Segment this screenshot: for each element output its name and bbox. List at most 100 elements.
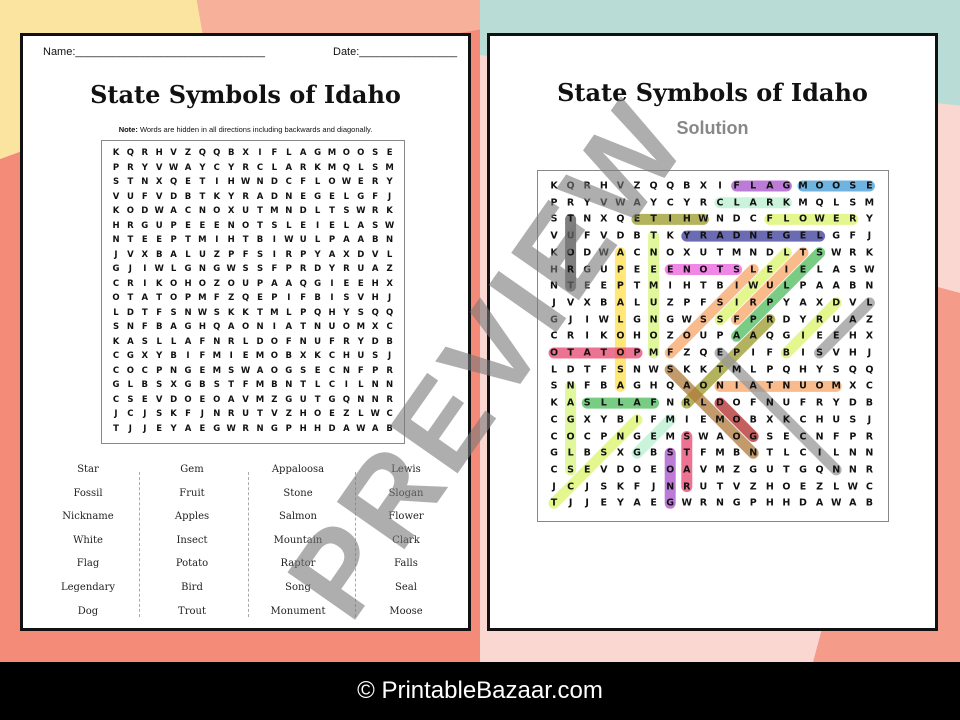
grid-letter: H bbox=[371, 278, 379, 289]
grid-letter: W bbox=[598, 247, 610, 259]
grid-letter: N bbox=[386, 380, 394, 390]
grid-letter: Z bbox=[343, 409, 350, 419]
grid-letter: P bbox=[170, 235, 177, 245]
grid-letter: M bbox=[212, 351, 222, 361]
grid-letter: E bbox=[783, 431, 790, 442]
grid-letter: Q bbox=[765, 330, 774, 342]
grid-letter: L bbox=[170, 336, 177, 347]
word-list-item: Flag bbox=[76, 558, 100, 570]
grid-letter: N bbox=[170, 365, 178, 376]
grid-letter: B bbox=[271, 380, 278, 390]
grid-letter: C bbox=[666, 197, 674, 209]
grid-letter: H bbox=[328, 307, 336, 318]
grid-letter: S bbox=[816, 247, 824, 259]
grid-letter: L bbox=[816, 264, 823, 275]
grid-letter: E bbox=[633, 213, 641, 225]
grid-letter: L bbox=[633, 297, 641, 309]
grid-letter: W bbox=[598, 314, 610, 326]
grid-letter: G bbox=[141, 220, 149, 231]
grid-letter: J bbox=[128, 423, 132, 434]
grid-letter: F bbox=[583, 380, 591, 392]
grid-letter: O bbox=[566, 431, 575, 442]
grid-letter: F bbox=[766, 213, 774, 225]
grid-letter: D bbox=[256, 336, 264, 347]
grid-letter: N bbox=[256, 177, 264, 187]
grid-letter: W bbox=[681, 497, 693, 509]
grid-letter: P bbox=[300, 249, 307, 260]
grid-letter: N bbox=[765, 397, 774, 409]
grid-letter: J bbox=[867, 347, 872, 359]
grid-letter: L bbox=[185, 249, 191, 260]
grid-letter: H bbox=[649, 380, 658, 392]
grid-letter: S bbox=[600, 481, 608, 493]
grid-letter: B bbox=[649, 447, 658, 459]
word-list-item: Slogan bbox=[388, 487, 424, 499]
grid-letter: I bbox=[801, 347, 805, 359]
date-field-label: Date:________________ bbox=[333, 46, 458, 58]
grid-letter: A bbox=[256, 191, 264, 202]
grid-letter: K bbox=[782, 414, 791, 426]
grid-letter: V bbox=[155, 191, 163, 202]
grid-letter: E bbox=[156, 235, 163, 245]
grid-letter: U bbox=[699, 481, 708, 493]
word-list-item: Raptor bbox=[280, 558, 316, 570]
grid-letter: J bbox=[143, 423, 147, 434]
grid-letter: L bbox=[617, 397, 624, 409]
grid-letter: U bbox=[566, 230, 575, 242]
grid-letter: R bbox=[343, 264, 350, 274]
highlight-dog bbox=[714, 397, 759, 442]
grid-letter: C bbox=[112, 365, 120, 376]
grid-letter: Y bbox=[865, 213, 873, 225]
grid-letter: Y bbox=[799, 314, 807, 326]
grid-letter: R bbox=[299, 162, 307, 173]
grid-letter: B bbox=[371, 235, 379, 245]
grid-letter: W bbox=[698, 213, 709, 225]
grid-letter: O bbox=[549, 347, 559, 359]
grid-letter: G bbox=[566, 414, 575, 426]
grid-letter: I bbox=[344, 380, 348, 390]
grid-letter: M bbox=[198, 235, 207, 245]
grid-letter: T bbox=[257, 206, 263, 216]
grid-letter: J bbox=[388, 191, 392, 202]
grid-letter: L bbox=[733, 197, 740, 209]
grid-letter: G bbox=[126, 351, 134, 361]
grid-letter: L bbox=[750, 180, 757, 192]
grid-letter: A bbox=[683, 464, 691, 476]
grid-letter: E bbox=[141, 235, 148, 245]
grid-letter: T bbox=[600, 347, 608, 359]
grid-letter: N bbox=[256, 322, 264, 332]
grid-letter: B bbox=[732, 447, 741, 459]
grid-letter: X bbox=[766, 414, 774, 426]
grid-letter: E bbox=[329, 220, 335, 231]
grid-letter: N bbox=[716, 497, 724, 509]
grid-letter: A bbox=[371, 264, 379, 274]
grid-letter: I bbox=[585, 330, 589, 342]
grid-letter: T bbox=[567, 213, 574, 225]
grid-letter: B bbox=[865, 397, 874, 409]
grid-letter: Y bbox=[616, 497, 624, 509]
grid-letter: N bbox=[649, 314, 658, 326]
grid-letter: N bbox=[583, 213, 592, 225]
grid-letter: Y bbox=[816, 364, 824, 376]
grid-letter: G bbox=[285, 365, 293, 376]
grid-letter: G bbox=[583, 264, 592, 275]
grid-letter: P bbox=[600, 431, 608, 442]
word-list-item: Appaloosa bbox=[271, 464, 325, 475]
grid-letter: Y bbox=[170, 423, 177, 434]
grid-letter: T bbox=[633, 280, 641, 292]
grid-letter: L bbox=[550, 364, 558, 376]
grid-letter: I bbox=[143, 278, 147, 289]
grid-letter: S bbox=[228, 365, 235, 376]
grid-letter: A bbox=[285, 322, 293, 332]
grid-letter: E bbox=[650, 497, 657, 509]
grid-letter: O bbox=[126, 206, 135, 216]
grid-letter: Y bbox=[683, 197, 691, 209]
grid-letter: U bbox=[198, 249, 206, 260]
grid-letter: L bbox=[600, 397, 607, 409]
grid-letter: N bbox=[749, 447, 758, 459]
grid-letter: E bbox=[633, 264, 641, 275]
grid-letter: C bbox=[386, 409, 393, 419]
grid-letter: T bbox=[329, 206, 335, 216]
grid-letter: R bbox=[815, 314, 824, 326]
grid-letter: H bbox=[815, 414, 824, 426]
